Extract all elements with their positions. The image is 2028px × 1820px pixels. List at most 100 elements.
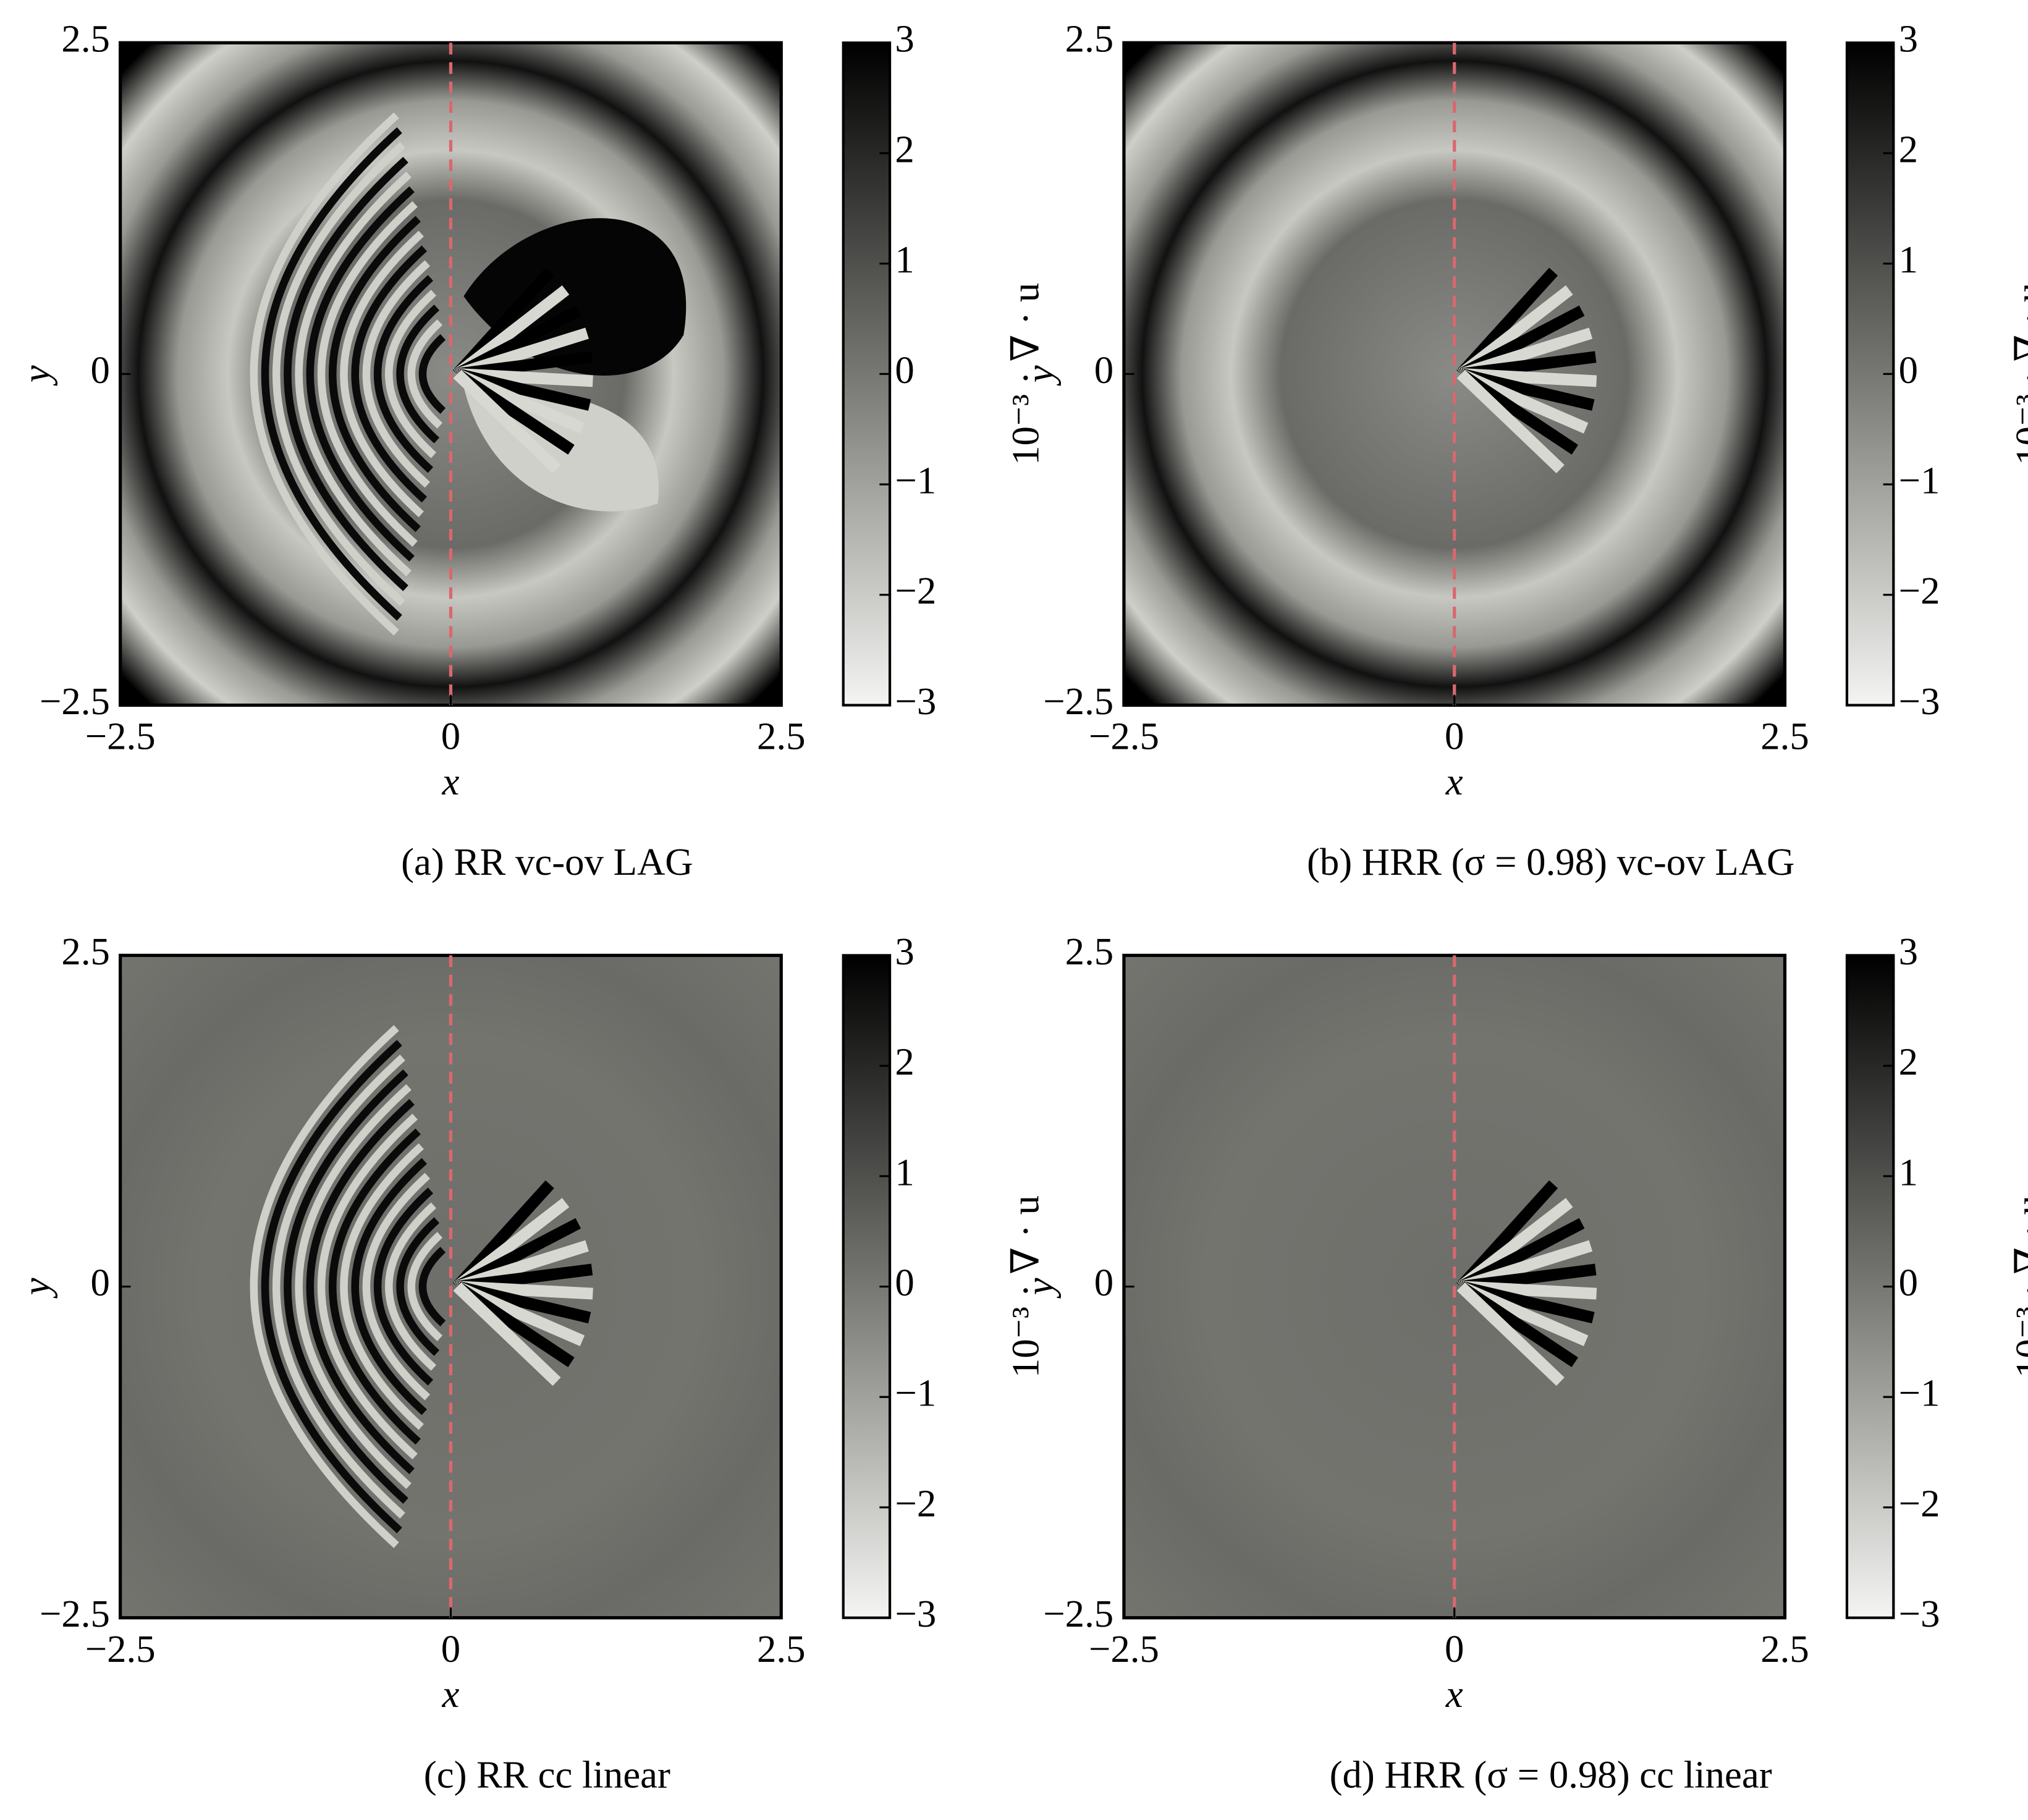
- y-tick-label: 0: [1094, 348, 1113, 392]
- wave-stripe: [261, 127, 402, 621]
- wave-stripe: [317, 1113, 418, 1460]
- y-axis-label: y: [14, 1278, 57, 1299]
- colorbar-tick-label: −2: [895, 1481, 936, 1525]
- x-tick-label: 0: [441, 714, 460, 757]
- y-tick-label: 2.5: [61, 930, 109, 973]
- wave-stripe: [340, 1143, 424, 1430]
- colorbar-tick-label: 3: [895, 930, 914, 973]
- streak: [1456, 369, 1565, 474]
- y-tick-label: 2.5: [1065, 930, 1113, 973]
- x-tick-label: −2.5: [85, 714, 156, 757]
- colorbar-tick-label: 1: [895, 238, 914, 281]
- colorbar-tick-label: −3: [895, 680, 936, 723]
- wave-stripe: [295, 171, 412, 576]
- wave-stripe: [284, 156, 408, 591]
- x-tick-label: 0: [441, 1627, 460, 1670]
- wave-stripe: [306, 1098, 415, 1475]
- colorbar-tick-label: −1: [1899, 458, 1940, 502]
- wave-stripe: [284, 1069, 408, 1504]
- x-axis-label: x: [442, 760, 460, 803]
- wave-stripe: [340, 230, 424, 518]
- y-tick-label: −2.5: [1043, 1592, 1113, 1635]
- wave-stripe: [362, 1173, 430, 1401]
- colorbar-tick-label: 1: [1899, 238, 1918, 281]
- wave-stripe: [407, 1232, 443, 1341]
- wave-stripe: [272, 141, 405, 606]
- colorbar-tick-label: −3: [1899, 680, 1940, 723]
- x-axis-label: x: [1445, 1672, 1463, 1716]
- colorbar-tick-label: 2: [1899, 1040, 1918, 1084]
- colorbar-tick-label: 2: [895, 127, 914, 171]
- wave-stripe: [317, 201, 418, 547]
- streak: [453, 369, 561, 474]
- wave-stripe: [373, 275, 434, 473]
- x-tick-label: 2.5: [1760, 714, 1809, 757]
- wave-stripe: [351, 245, 427, 503]
- wave-stripe: [407, 319, 443, 429]
- wave-stripe: [396, 305, 440, 444]
- colorbar-label: 10⁻³ · ∇ · u: [1004, 1195, 1047, 1378]
- y-tick-label: 2.5: [1065, 17, 1113, 61]
- colorbar-tick-label: 2: [895, 1040, 914, 1084]
- x-tick-label: 2.5: [757, 714, 805, 757]
- colorbar-tick-label: 3: [895, 17, 914, 61]
- wave-stripe: [250, 1025, 399, 1548]
- panel: −2.5 0 2.5 −2.5 0 2.5 x y (c) RR cc linear −3 −2 −1…: [14, 930, 1047, 1797]
- colorbar-tick-label: 3: [1899, 930, 1918, 973]
- x-axis-label: x: [1445, 760, 1463, 803]
- x-tick-label: −2.5: [1089, 714, 1159, 757]
- colorbar-tick-label: 0: [1899, 348, 1918, 392]
- wave-stripe: [261, 1040, 402, 1533]
- wave-stripe: [385, 290, 437, 458]
- colorbar-tick-label: −2: [1899, 1481, 1940, 1525]
- x-tick-label: −2.5: [1089, 1627, 1159, 1670]
- wave-stripe: [328, 216, 421, 533]
- x-axis-label: x: [442, 1672, 460, 1716]
- colorbar-tick-label: 1: [895, 1150, 914, 1194]
- wave-stripe: [418, 1247, 446, 1327]
- y-tick-label: 0: [91, 1261, 110, 1304]
- caption: (c) RR cc linear: [424, 1753, 670, 1796]
- colorbar-tick-label: −2: [895, 569, 936, 612]
- wave-stripe: [306, 186, 415, 562]
- colorbar-label: 10⁻³ · ∇ · u: [2008, 283, 2028, 465]
- wave-stripe: [362, 260, 430, 488]
- y-tick-label: 0: [1094, 1261, 1113, 1304]
- y-axis-label: y: [14, 365, 57, 386]
- x-tick-label: 2.5: [1760, 1627, 1809, 1670]
- x-tick-label: 0: [1445, 1627, 1464, 1670]
- x-tick-label: 0: [1445, 714, 1464, 757]
- y-tick-label: −2.5: [40, 1592, 110, 1635]
- wave-stripe: [418, 334, 446, 414]
- colorbar-tick-label: 0: [895, 1261, 914, 1304]
- wave-stripe: [351, 1158, 427, 1415]
- wave-stripe: [385, 1202, 437, 1371]
- streak: [1456, 1282, 1565, 1386]
- wave-stripe: [272, 1055, 405, 1519]
- caption: (b) HRR (σ = 0.98) vc-ov LAG: [1307, 840, 1794, 883]
- wave-stripe: [250, 112, 399, 636]
- colorbar-tick-label: −3: [1899, 1592, 1940, 1635]
- colorbar-tick-label: −2: [1899, 569, 1940, 612]
- colorbar-tick-label: 1: [1899, 1150, 1918, 1194]
- colorbar-tick-label: −1: [1899, 1371, 1940, 1415]
- colorbar-label: 10⁻³ · ∇ · u: [1004, 283, 1047, 465]
- x-tick-label: −2.5: [85, 1627, 156, 1670]
- colorbar-tick-label: −1: [895, 458, 936, 502]
- streak: [453, 1282, 561, 1386]
- x-tick-label: 2.5: [757, 1627, 805, 1670]
- panel: −2.5 0 2.5 −2.5 0 2.5 x y (a) RR vc-ov LAG −3 −2 −1…: [14, 17, 1047, 884]
- wave-stripe: [396, 1217, 440, 1356]
- caption: (d) HRR (σ = 0.98) cc linear: [1330, 1753, 1772, 1796]
- colorbar-tick-label: −3: [895, 1592, 936, 1635]
- colorbar-tick-label: −1: [895, 1371, 936, 1415]
- y-tick-label: 2.5: [61, 17, 109, 61]
- wave-stripe: [328, 1128, 421, 1445]
- y-tick-label: −2.5: [40, 680, 110, 723]
- colorbar-tick-label: 0: [895, 348, 914, 392]
- colorbar-tick-label: 0: [1899, 1261, 1918, 1304]
- y-tick-label: 0: [91, 348, 110, 392]
- colorbar-label: 10⁻³ · ∇ · u: [2008, 1195, 2028, 1378]
- panel: −2.5 0 2.5−2.502.5xy(d) HRR (σ = 0.98) cc …: [1018, 930, 2028, 1797]
